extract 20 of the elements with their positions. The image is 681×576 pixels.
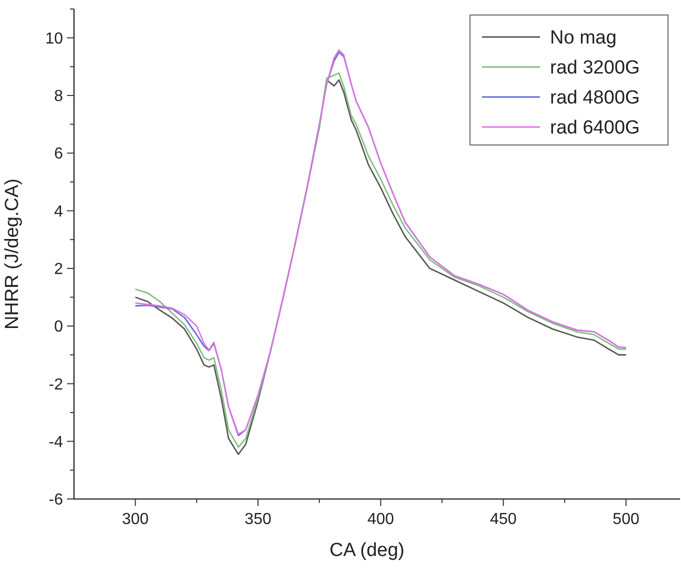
y-tick-label: 6 [54, 146, 64, 163]
y-tick-label: 4 [54, 203, 64, 220]
x-tick-label: 450 [490, 511, 517, 528]
y-tick-label: -4 [48, 434, 64, 451]
legend-label: rad 4800G [550, 88, 640, 109]
legend-label: rad 6400G [550, 118, 640, 139]
x-tick-label: 300 [122, 511, 149, 528]
legend-label: rad 3200G [550, 58, 640, 79]
y-tick-label: -2 [48, 376, 64, 394]
y-tick-label: 0 [54, 318, 64, 336]
y-tick-label: 8 [54, 88, 64, 106]
x-tick-label: 400 [367, 511, 394, 528]
y-tick-label: -6 [48, 492, 64, 509]
y-tick-label: 2 [54, 261, 64, 278]
legend-label: No mag [550, 28, 617, 49]
y-axis-title: NHRR (J/deg.CA) [2, 178, 23, 330]
x-axis-title: CA (deg) [330, 540, 404, 561]
x-tick-label: 350 [244, 511, 272, 528]
x-tick-label: 500 [612, 511, 640, 528]
y-tick-label: 10 [45, 30, 64, 48]
